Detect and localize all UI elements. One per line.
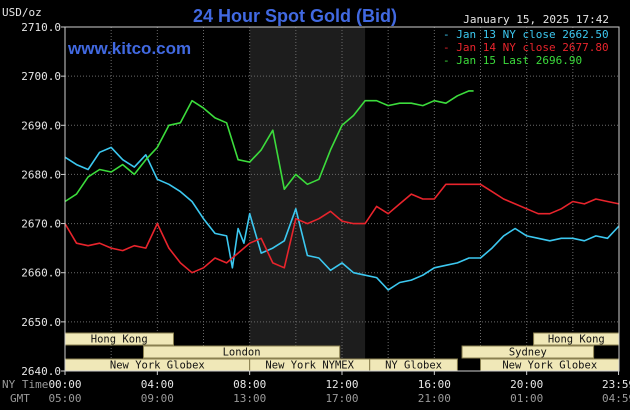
x-tick-label-ny: 08:00	[233, 378, 266, 391]
session-ny-globex: NY Globex	[369, 358, 458, 372]
x-tick-label-gmt: 09:00	[141, 392, 174, 405]
session-hong-kong: Hong Kong	[64, 332, 174, 346]
session-label: Hong Kong	[548, 334, 605, 346]
session-label: New York NYMEX	[265, 360, 354, 372]
session-label: NY Globex	[385, 360, 442, 372]
nymex-hours-band	[249, 27, 366, 371]
session-label: New York Globex	[502, 360, 597, 372]
x-tick-label-ny: 16:00	[418, 378, 451, 391]
y-tick-label: 2690.0	[21, 119, 61, 132]
session-bar	[142, 345, 341, 359]
series-line-2	[64, 183, 620, 274]
y-tick-label: 2640.0	[21, 365, 61, 378]
legend-entry: - Jan 14 NY close 2677.80	[443, 41, 609, 54]
x-tick-label-gmt: 13:00	[233, 392, 266, 405]
session-new-york-globex: New York Globex	[480, 358, 620, 372]
x-tick-label-gmt: 17:00	[325, 392, 358, 405]
x-tick-label-gmt: 04:59	[602, 392, 630, 405]
x-tick-label-ny: 23:59	[602, 378, 630, 391]
session-london: London	[142, 345, 341, 359]
series-line-3	[64, 90, 474, 203]
x-tick-label-ny: 00:00	[48, 378, 81, 391]
session-new-york-globex: New York Globex	[64, 358, 251, 372]
y-tick-label: 2710.0	[21, 21, 61, 34]
gmt-label: GMT	[10, 392, 30, 405]
session-label: New York Globex	[110, 360, 205, 372]
session-label: Hong Kong	[91, 334, 148, 346]
x-tick-label-gmt: 01:00	[510, 392, 543, 405]
legend-entry: - Jan 13 NY close 2662.50	[443, 28, 609, 41]
ny-time-label: NY Time	[2, 378, 48, 391]
x-tick-label-ny: 04:00	[141, 378, 174, 391]
x-tick-label-gmt: 05:00	[48, 392, 81, 405]
legend-entry: - Jan 15 Last 2696.90	[443, 54, 582, 67]
y-tick-label: 2660.0	[21, 267, 61, 280]
chart-title: 24 Hour Spot Gold (Bid)	[193, 6, 397, 26]
timestamp: January 15, 2025 17:42	[463, 13, 609, 26]
session-sydney: Sydney	[461, 345, 595, 359]
session-label: Sydney	[509, 347, 547, 359]
y-tick-label: 2680.0	[21, 168, 61, 181]
x-tick-label-gmt: 21:00	[418, 392, 451, 405]
y-tick-label: 2670.0	[21, 218, 61, 231]
session-bar	[461, 345, 595, 359]
x-tick-label-ny: 12:00	[325, 378, 358, 391]
y-tick-label: 2700.0	[21, 70, 61, 83]
session-label: London	[223, 347, 261, 359]
y-unit-label: USD/oz	[2, 6, 42, 19]
y-tick-label: 2650.0	[21, 316, 61, 329]
x-tick-label-ny: 20:00	[510, 378, 543, 391]
website-label: www.kitco.com	[67, 39, 191, 58]
legend: - Jan 13 NY close 2662.50- Jan 14 NY clo…	[443, 28, 609, 67]
session-new-york-nymex: New York NYMEX	[249, 358, 371, 372]
series-line-1	[64, 146, 620, 291]
session-hong-kong: Hong Kong	[533, 332, 620, 346]
